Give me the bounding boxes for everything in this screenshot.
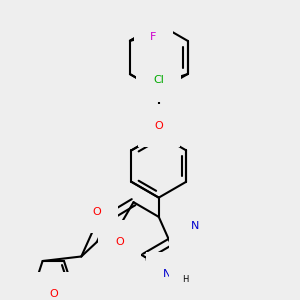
Text: Cl: Cl (153, 75, 164, 85)
Text: C: C (184, 228, 190, 238)
Text: O: O (49, 289, 58, 299)
Text: H: H (182, 275, 188, 284)
Text: NH: NH (163, 268, 179, 279)
Text: N: N (191, 221, 200, 231)
Text: O: O (154, 121, 163, 131)
Text: O: O (115, 237, 124, 247)
Text: O: O (92, 207, 101, 217)
Text: F: F (150, 32, 157, 42)
